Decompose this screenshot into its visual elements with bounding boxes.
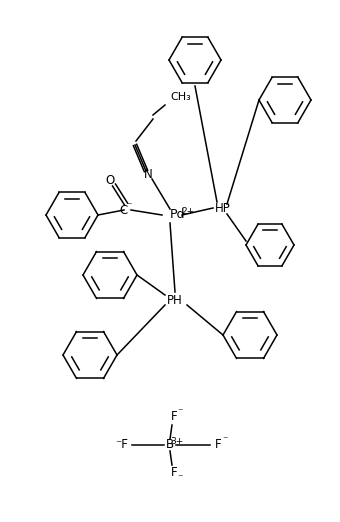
Text: ⁻: ⁻ [177, 407, 183, 417]
Text: 3+: 3+ [170, 436, 184, 445]
Text: O: O [105, 173, 115, 186]
Text: F: F [215, 438, 221, 452]
Text: HP: HP [215, 201, 231, 215]
Text: N: N [143, 169, 152, 182]
Text: F: F [171, 467, 177, 480]
Text: Pd: Pd [170, 208, 186, 221]
Text: B: B [166, 438, 174, 452]
Text: F: F [171, 410, 177, 423]
Text: PH: PH [167, 293, 183, 306]
Text: ⁻: ⁻ [126, 201, 132, 211]
Text: C: C [120, 204, 128, 217]
Text: ⁻: ⁻ [222, 435, 228, 445]
Text: 2+: 2+ [182, 207, 194, 216]
Text: ⁻F: ⁻F [116, 438, 129, 452]
Text: ⁻: ⁻ [177, 473, 183, 483]
Text: CH₃: CH₃ [170, 92, 191, 102]
